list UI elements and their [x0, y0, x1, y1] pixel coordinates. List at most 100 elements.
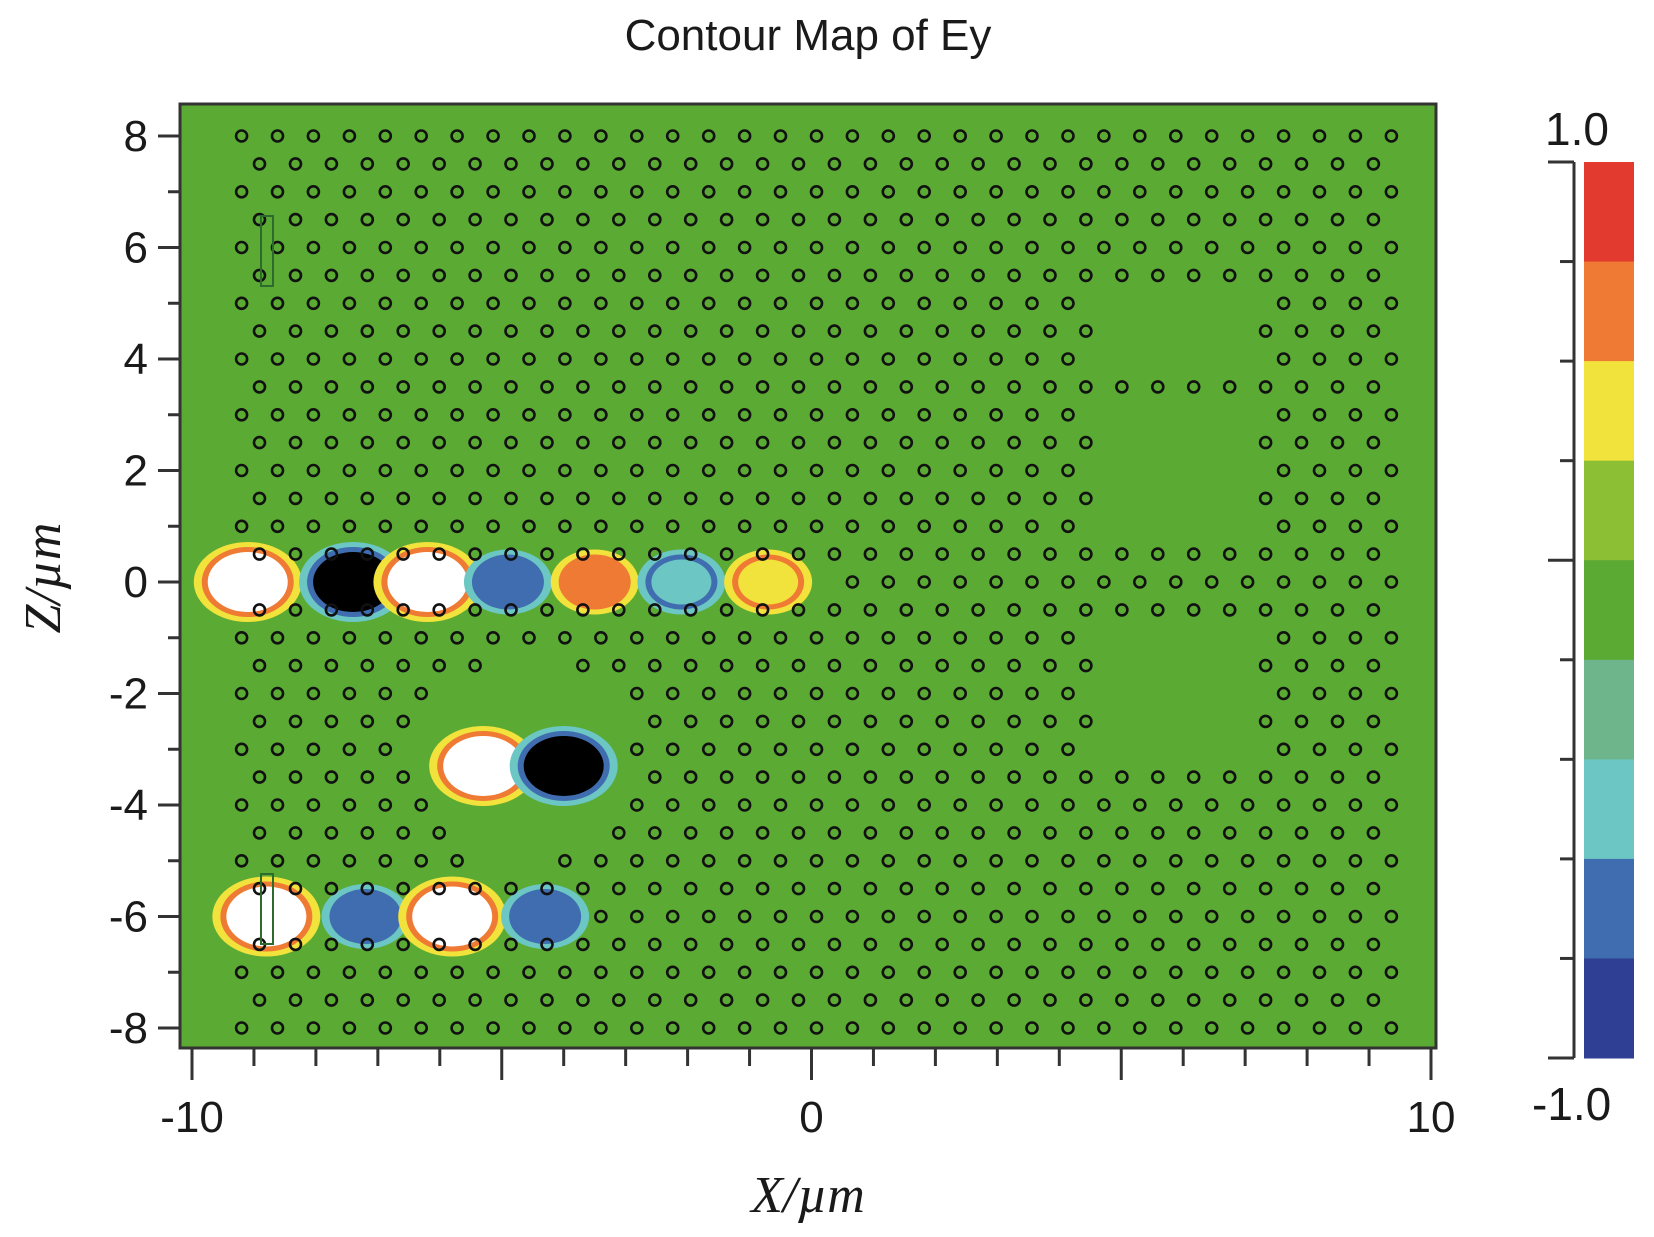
lattice-hole — [1330, 881, 1345, 896]
lattice-hole — [576, 157, 590, 171]
lattice-hole — [1204, 129, 1219, 143]
lattice-hole — [558, 463, 572, 478]
lattice-hole — [1169, 185, 1183, 199]
lattice-hole — [989, 909, 1003, 924]
lattice-hole — [683, 435, 698, 450]
lattice-hole — [827, 435, 842, 450]
lattice-hole — [540, 603, 554, 617]
lattice-hole — [1133, 853, 1147, 868]
lattice-hole — [306, 965, 321, 980]
lattice-hole — [1043, 826, 1057, 840]
lattice-hole — [1348, 686, 1363, 701]
lattice-hole — [324, 770, 339, 784]
field-spot — [321, 884, 410, 949]
lattice-hole — [252, 547, 267, 561]
lattice-hole — [1312, 407, 1327, 422]
lattice-hole — [576, 547, 590, 561]
y-tick-label: -2 — [109, 670, 148, 719]
lattice-hole — [1222, 603, 1237, 617]
field-spot — [501, 884, 590, 949]
lattice-hole — [881, 519, 896, 534]
lattice-hole — [378, 185, 393, 199]
lattice-hole — [791, 268, 806, 283]
lattice-hole — [540, 937, 554, 952]
lattice-hole — [1133, 798, 1147, 812]
lattice-hole — [1133, 240, 1147, 255]
lattice-hole — [504, 324, 518, 338]
lattice-hole — [1151, 547, 1165, 561]
lattice-hole — [989, 798, 1003, 812]
lattice-hole — [594, 129, 608, 143]
lattice-hole — [683, 380, 698, 394]
lattice-hole — [1348, 185, 1363, 199]
lattice-hole — [881, 798, 896, 812]
lattice-hole — [665, 463, 680, 478]
lattice-hole — [1330, 324, 1345, 338]
lattice-hole — [342, 630, 357, 645]
lattice-hole — [755, 993, 770, 1007]
lattice-hole — [450, 129, 464, 143]
lattice-hole — [971, 157, 985, 171]
lattice-hole — [1186, 380, 1201, 394]
lattice-hole — [1025, 352, 1039, 366]
lattice-hole — [881, 965, 896, 980]
lattice-hole — [1061, 853, 1075, 868]
lattice-hole — [1079, 881, 1093, 896]
lattice-hole — [1169, 129, 1183, 143]
lattice-hole — [1025, 129, 1039, 143]
lattice-hole — [881, 463, 896, 478]
lattice-hole — [611, 937, 626, 952]
lattice-hole — [1276, 742, 1291, 757]
lattice-hole — [647, 491, 662, 506]
lattice-hole — [1258, 770, 1273, 784]
lattice-hole — [665, 129, 680, 143]
lattice-hole — [378, 519, 393, 534]
lattice-hole — [665, 1021, 680, 1035]
lattice-hole — [1384, 965, 1399, 980]
lattice-hole — [863, 937, 878, 952]
lattice-hole — [396, 603, 411, 617]
x-tick-label: 10 — [1407, 1093, 1456, 1142]
lattice-hole — [1258, 491, 1273, 506]
lattice-hole — [827, 157, 842, 171]
lattice-hole — [647, 937, 662, 952]
lattice-hole — [611, 491, 626, 506]
lattice-hole — [809, 965, 824, 980]
lattice-hole — [234, 798, 249, 812]
lattice-hole — [1025, 630, 1039, 645]
lattice-hole — [881, 575, 896, 589]
lattice-hole — [701, 853, 716, 868]
lattice-hole — [629, 909, 644, 924]
lattice-hole — [450, 630, 464, 645]
lattice-hole — [342, 352, 357, 366]
lattice-hole — [504, 212, 518, 227]
lattice-hole — [1115, 268, 1129, 283]
lattice-hole — [917, 798, 932, 812]
lattice-hole — [288, 547, 303, 561]
x-tick-label: 0 — [799, 1093, 823, 1142]
lattice-hole — [701, 240, 716, 255]
lattice-hole — [971, 937, 985, 952]
lattice-hole — [647, 212, 662, 227]
lattice-hole — [953, 463, 968, 478]
lattice-hole — [1222, 547, 1237, 561]
lattice-hole — [1169, 909, 1183, 924]
lattice-hole — [324, 212, 339, 227]
lattice-hole — [252, 324, 267, 338]
lattice-hole — [755, 157, 770, 171]
lattice-hole — [683, 157, 698, 171]
lattice-hole — [971, 826, 985, 840]
lattice-hole — [306, 853, 321, 868]
lattice-hole — [917, 519, 932, 534]
lattice-hole — [1294, 380, 1309, 394]
lattice-hole — [1007, 603, 1021, 617]
field-spot-core — [738, 559, 799, 605]
lattice-hole — [1043, 380, 1057, 394]
lattice-hole — [989, 296, 1003, 311]
lattice-hole — [1348, 853, 1363, 868]
lattice-hole — [576, 435, 590, 450]
lattice-hole — [288, 826, 303, 840]
lattice-hole — [1025, 575, 1039, 589]
lattice-hole — [1384, 129, 1399, 143]
lattice-hole — [827, 826, 842, 840]
